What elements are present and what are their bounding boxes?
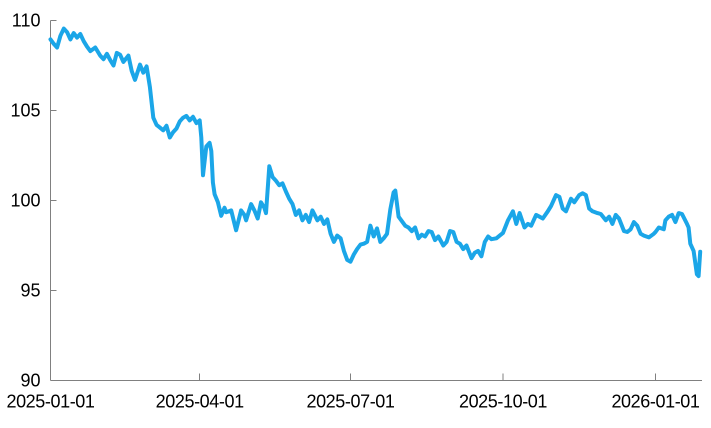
x-tick-label: 2025-10-01: [459, 392, 547, 412]
y-tick-label: 100: [10, 191, 40, 211]
x-tick-label: 2025-04-01: [156, 392, 244, 412]
x-tick-label: 2025-01-01: [6, 392, 94, 412]
series-line: [48, 26, 703, 279]
x-tick-label: 2025-07-01: [306, 392, 394, 412]
y-tick-label: 90: [20, 371, 40, 391]
y-tick-label: 95: [20, 281, 40, 301]
y-tick-label: 105: [10, 101, 40, 121]
y-tick-label: 110: [12, 11, 41, 31]
x-tick-label: 2026-01-01: [611, 392, 699, 412]
